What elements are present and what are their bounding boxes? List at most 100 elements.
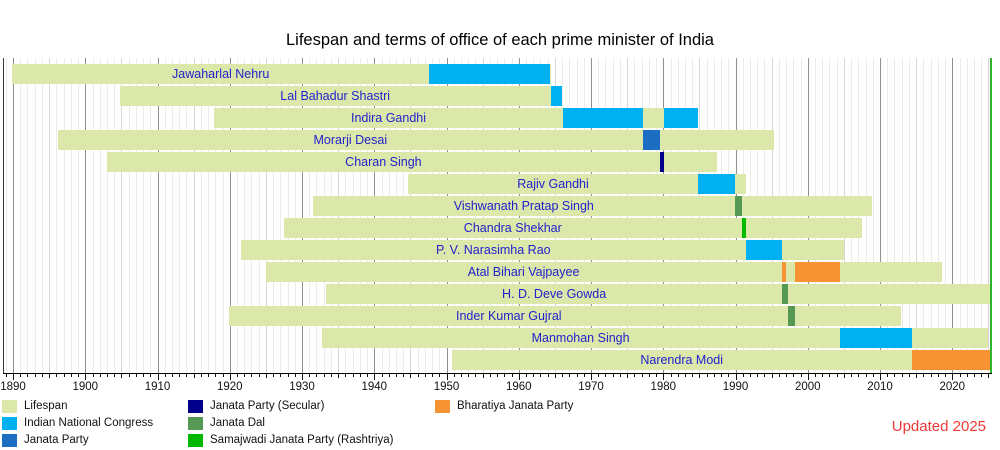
axis-tick <box>128 374 130 377</box>
year-gridline <box>273 58 275 374</box>
bjp-legend-swatch <box>435 400 450 413</box>
pm-name-label: Atal Bihari Vajpayee <box>467 265 580 279</box>
axis-tick <box>764 374 766 377</box>
legend-label: Indian National Congress <box>24 417 154 429</box>
year-gridline <box>439 58 441 374</box>
axis-tick-label: 1990 <box>722 381 749 393</box>
axis-tick <box>778 374 780 377</box>
year-gridline <box>186 58 188 374</box>
axis-tick-label: 1980 <box>650 381 677 393</box>
axis-tick <box>757 374 759 377</box>
year-gridline <box>381 58 383 374</box>
axis-tick <box>612 374 614 377</box>
year-gridline <box>749 58 751 374</box>
axis-tick <box>34 374 36 377</box>
axis-tick <box>215 374 217 377</box>
year-gridline <box>244 58 246 374</box>
x-axis-line <box>3 373 992 374</box>
year-gridline <box>699 58 701 374</box>
legend: Lifespan Indian National Congress Janata P… <box>2 400 992 450</box>
year-gridline <box>670 58 672 374</box>
axis-tick <box>749 374 751 377</box>
axis-tick <box>648 374 650 377</box>
year-gridline <box>237 58 238 374</box>
axis-tick <box>229 374 231 380</box>
lifespan-bar <box>321 328 989 348</box>
axis-tick <box>338 374 340 378</box>
year-gridline <box>417 58 419 374</box>
year-gridline <box>627 58 629 374</box>
year-gridline <box>294 58 296 374</box>
year-gridline <box>721 58 722 374</box>
axis-tick <box>815 374 816 377</box>
year-gridline <box>713 58 715 374</box>
axis-tick <box>92 374 94 377</box>
axis-tick <box>619 374 621 377</box>
year-gridline <box>157 58 159 374</box>
axis-tick <box>222 374 224 377</box>
year-gridline <box>742 58 744 374</box>
year-gridline <box>56 58 58 374</box>
axis-tick <box>547 374 549 377</box>
axis-tick <box>388 374 390 377</box>
lifespan-bar <box>106 152 717 172</box>
axis-tick <box>829 374 831 377</box>
axis-tick <box>518 374 520 380</box>
axis-tick <box>887 374 889 377</box>
year-gridline <box>923 58 925 374</box>
pm-name-label: Jawaharlal Nehru <box>172 67 270 81</box>
year-gridline <box>316 58 318 374</box>
legend-label: Lifespan <box>24 400 68 412</box>
axis-tick <box>923 374 925 377</box>
pm-name-label: P. V. Narasimha Rao <box>435 243 551 257</box>
year-gridline <box>973 58 975 374</box>
year-gridline <box>504 58 506 374</box>
axis-tick <box>684 374 686 377</box>
axis-tick-label: 1900 <box>72 381 99 393</box>
lifespan-bar <box>229 306 902 326</box>
chart-title: Lifespan and terms of office of each pri… <box>285 31 714 49</box>
year-gridline <box>453 58 455 374</box>
year-gridline <box>193 58 195 374</box>
year-gridline <box>251 58 253 374</box>
year-gridline <box>99 58 101 374</box>
year-gridline <box>171 58 173 374</box>
year-gridline <box>460 58 462 374</box>
year-gridline <box>20 58 22 374</box>
year-gridline <box>576 58 578 374</box>
axis-tick <box>554 374 556 378</box>
legend-label: Janata Party <box>24 434 89 446</box>
year-gridline <box>829 58 831 374</box>
pm-name-label: Manmohan Singh <box>531 331 630 345</box>
axis-tick <box>20 374 22 377</box>
year-gridline <box>200 58 202 374</box>
axis-tick <box>302 374 303 380</box>
year-gridline <box>497 58 499 374</box>
year-gridline <box>656 58 657 374</box>
axis-tick <box>99 374 101 377</box>
year-gridline <box>338 58 340 374</box>
axis-tick <box>699 374 701 378</box>
year-gridline <box>894 58 896 374</box>
legend-label: Janata Party (Secular) <box>210 400 325 412</box>
axis-tick-label: 1920 <box>217 381 243 393</box>
jd-legend-swatch <box>188 417 203 430</box>
axis-tick <box>742 374 744 377</box>
axis-tick <box>591 374 592 380</box>
axis-tick <box>627 374 629 378</box>
term-bar <box>643 130 660 150</box>
axis-tick <box>872 374 874 377</box>
axis-tick-label: 1950 <box>433 381 460 393</box>
axis-tick <box>468 374 470 377</box>
year-gridline <box>150 58 152 374</box>
x-axis: 1890 1900 1910 1920 1930 1940 1950 1960 1970 1980… <box>0 374 992 396</box>
axis-tick <box>374 374 376 380</box>
axis-tick <box>851 374 853 377</box>
year-gridline <box>591 58 592 374</box>
year-gridline <box>489 58 491 374</box>
year-gridline <box>27 58 29 374</box>
year-gridline <box>359 58 361 374</box>
axis-tick <box>511 374 513 377</box>
jps-legend-swatch <box>188 400 203 413</box>
lifespan-bar <box>326 284 992 304</box>
